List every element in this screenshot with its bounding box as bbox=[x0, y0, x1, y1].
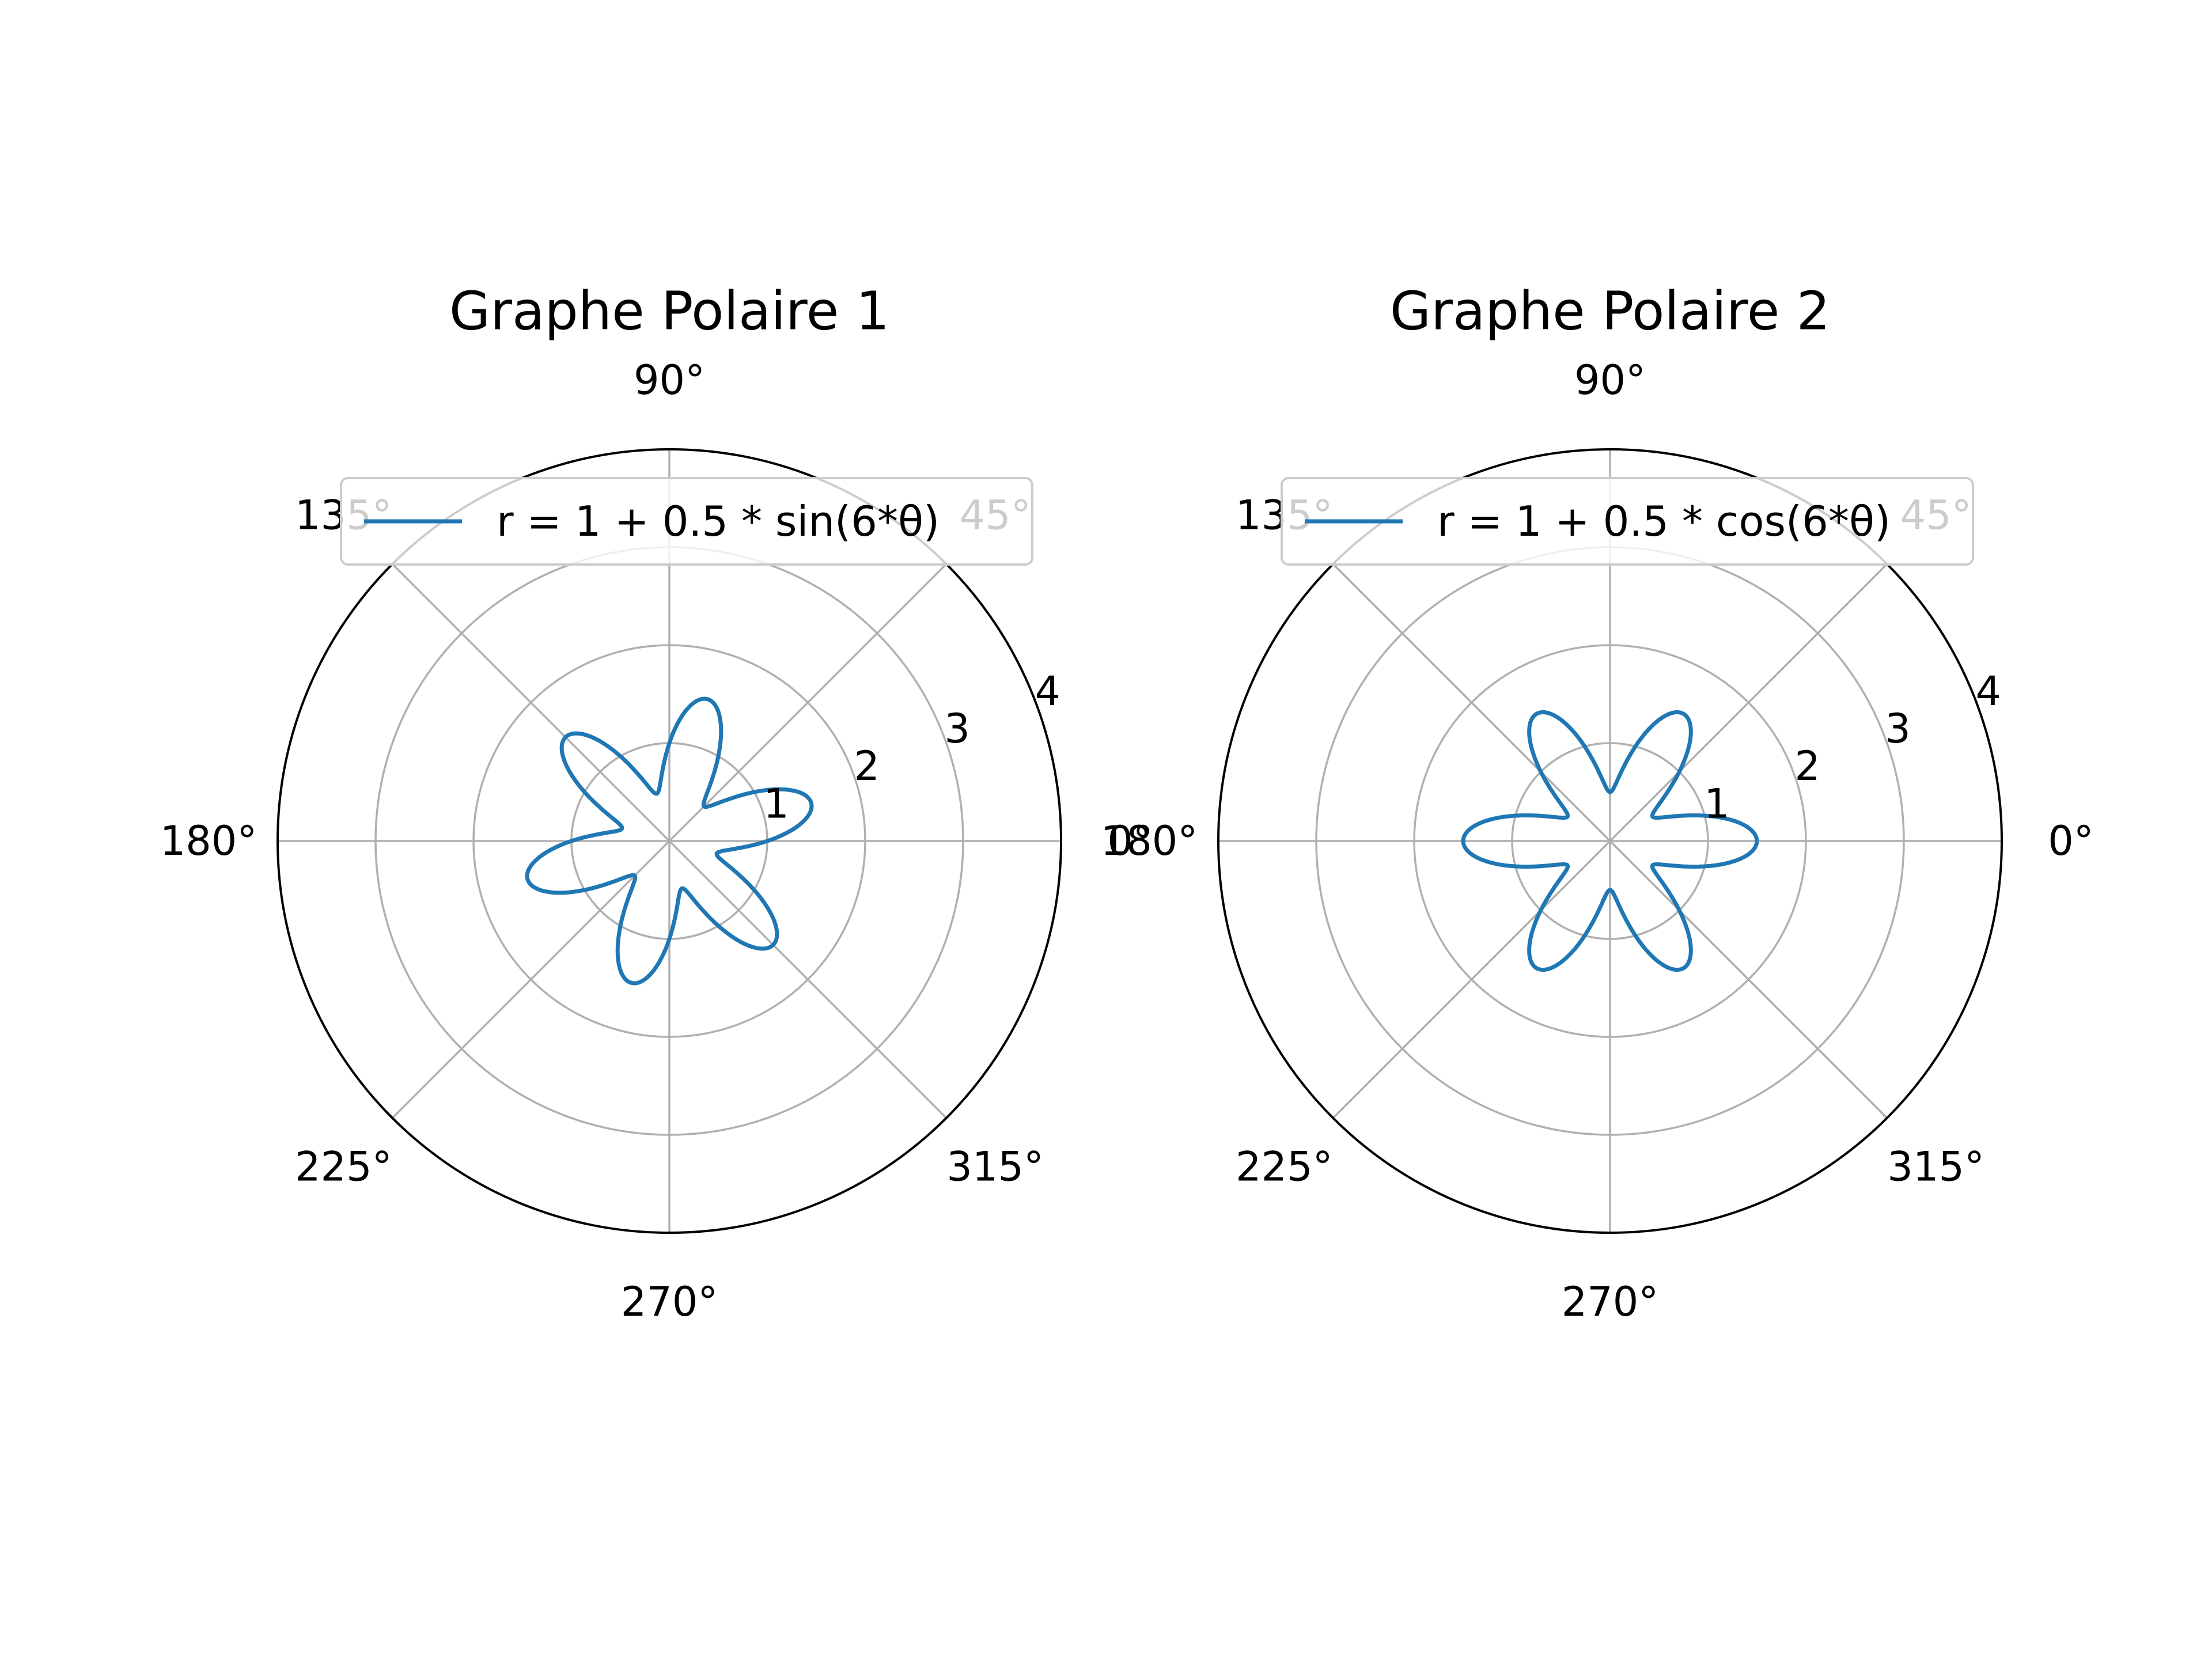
theta-grid-line bbox=[668, 563, 948, 842]
theta-tick-label: 270° bbox=[1562, 1278, 1659, 1325]
r-tick-label: 1 bbox=[1704, 780, 1730, 827]
theta-tick-label: 90° bbox=[1574, 357, 1646, 404]
theta-grid-line bbox=[391, 563, 671, 842]
theta-tick-label: 225° bbox=[1236, 1143, 1333, 1191]
polar-frame bbox=[276, 448, 1062, 1234]
r-tick-label: 2 bbox=[1794, 743, 1820, 790]
legend-box bbox=[1281, 477, 1974, 566]
r-tick-label: 4 bbox=[1975, 668, 2001, 715]
chart-title: Graphe Polaire 1 bbox=[449, 281, 889, 342]
legend-box bbox=[340, 477, 1033, 566]
theta-tick-label: 180° bbox=[160, 817, 257, 865]
theta-tick-label: 270° bbox=[621, 1278, 718, 1325]
r-tick-label: 3 bbox=[944, 705, 970, 752]
series-line bbox=[525, 696, 814, 986]
theta-tick-label: 90° bbox=[634, 357, 705, 404]
legend-label: r = 1 + 0.5 * sin(6*θ) bbox=[497, 497, 940, 546]
theta-grid-line bbox=[391, 840, 671, 1119]
theta-grid-line bbox=[1609, 840, 1888, 1119]
theta-tick-label: 0° bbox=[2048, 817, 2094, 865]
theta-tick-label: 225° bbox=[295, 1143, 392, 1191]
theta-grid-line bbox=[1332, 563, 1611, 842]
r-tick-label: 3 bbox=[1885, 705, 1911, 752]
r-tick-label: 2 bbox=[854, 743, 880, 790]
theta-grid-line bbox=[668, 840, 948, 1119]
legend-label: r = 1 + 0.5 * cos(6*θ) bbox=[1437, 497, 1891, 546]
legend: r = 1 + 0.5 * cos(6*θ) bbox=[1281, 477, 1974, 566]
theta-tick-label: 315° bbox=[1887, 1143, 1984, 1191]
polar-frame bbox=[1217, 448, 2003, 1234]
r-tick-label: 1 bbox=[763, 780, 789, 827]
theta-tick-label: 315° bbox=[946, 1143, 1044, 1191]
theta-grid-line bbox=[1332, 840, 1611, 1119]
r-tick-label: 4 bbox=[1035, 668, 1060, 715]
theta-tick-label: 180° bbox=[1101, 817, 1198, 865]
legend: r = 1 + 0.5 * sin(6*θ) bbox=[340, 477, 1033, 566]
theta-grid-line bbox=[1609, 563, 1888, 842]
series-line bbox=[1461, 710, 1759, 972]
theta-tick-label: 0° bbox=[1107, 817, 1153, 865]
chart-title: Graphe Polaire 2 bbox=[1390, 281, 1830, 342]
